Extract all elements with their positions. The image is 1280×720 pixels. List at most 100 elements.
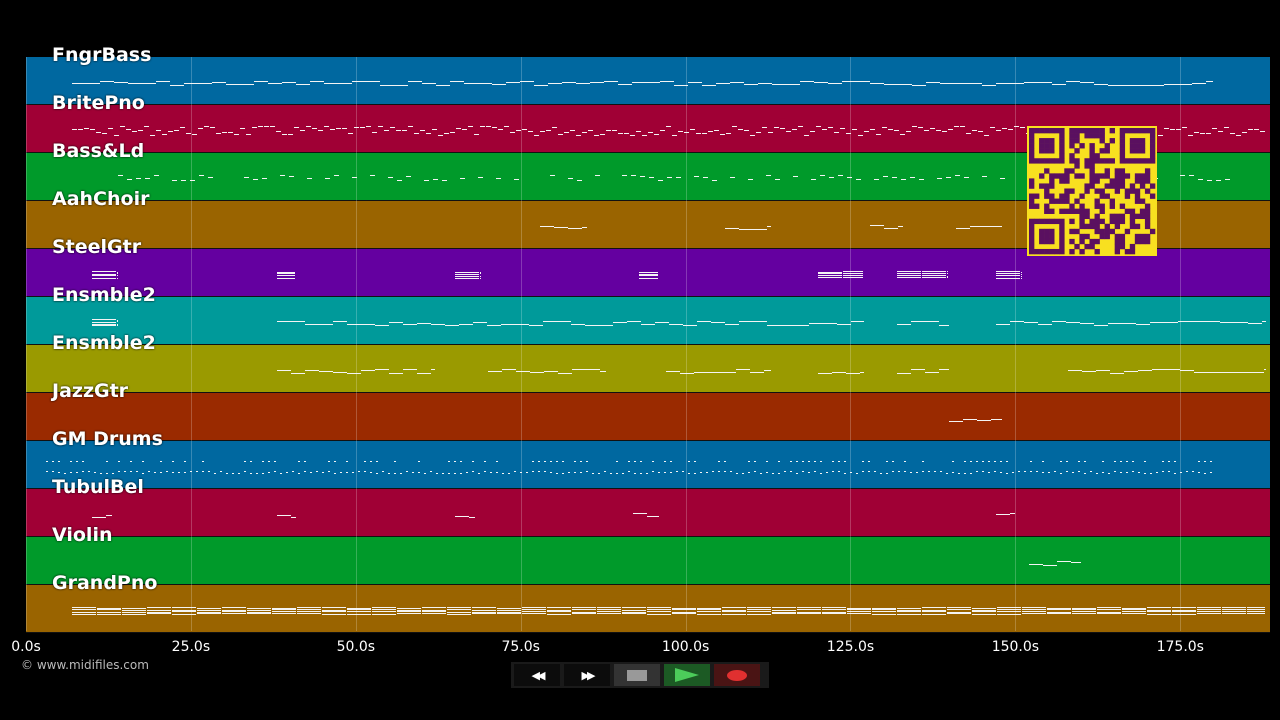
note — [372, 614, 397, 615]
note — [122, 614, 147, 615]
note — [753, 229, 768, 230]
note — [270, 126, 276, 127]
note — [822, 612, 847, 613]
note — [534, 85, 549, 86]
track-label: AahChoir — [52, 188, 150, 210]
note — [885, 461, 888, 462]
note — [1070, 562, 1082, 563]
note — [716, 83, 731, 84]
note — [138, 130, 144, 131]
note — [842, 273, 863, 274]
note — [759, 473, 762, 474]
note — [303, 461, 306, 462]
note — [896, 275, 921, 276]
note — [783, 471, 786, 472]
note — [324, 83, 339, 84]
note — [1072, 608, 1097, 609]
note — [222, 610, 247, 611]
note — [150, 135, 156, 136]
note — [354, 127, 360, 128]
note — [982, 176, 988, 177]
note — [91, 271, 116, 272]
note — [57, 472, 60, 473]
note — [615, 461, 618, 462]
note — [147, 613, 172, 614]
note — [243, 461, 246, 462]
note — [422, 613, 447, 614]
note — [300, 130, 306, 131]
note — [1197, 461, 1200, 462]
note — [753, 461, 756, 462]
note — [72, 612, 97, 613]
note — [1010, 83, 1025, 84]
note — [330, 129, 336, 130]
note — [1068, 370, 1083, 371]
note — [874, 179, 880, 180]
fast-forward-button[interactable]: ▶▶ — [564, 664, 610, 686]
note — [922, 611, 947, 612]
note — [810, 131, 816, 132]
note — [348, 133, 354, 134]
note — [597, 611, 622, 612]
note — [548, 83, 563, 84]
note — [72, 129, 78, 130]
track-label: JazzGtr — [52, 380, 129, 402]
note — [995, 273, 1020, 274]
note — [471, 461, 474, 462]
note — [600, 134, 606, 135]
track-lane — [26, 537, 1270, 585]
note — [460, 178, 466, 179]
note — [798, 126, 804, 127]
note — [828, 83, 843, 84]
note — [228, 132, 234, 133]
note — [312, 128, 318, 129]
note — [789, 471, 792, 472]
note — [210, 127, 216, 128]
note — [738, 129, 744, 130]
time-tick-label: 50.0s — [336, 639, 376, 655]
grid-line — [1015, 57, 1017, 631]
note — [975, 461, 978, 462]
note — [87, 471, 90, 472]
record-button[interactable] — [714, 664, 760, 686]
note — [930, 128, 936, 129]
note — [697, 608, 722, 609]
note — [801, 471, 804, 472]
rewind-button[interactable]: ◀◀ — [514, 664, 560, 686]
note — [500, 324, 515, 325]
grid-line — [520, 57, 522, 631]
note — [572, 612, 597, 613]
note — [282, 82, 297, 83]
note — [116, 273, 118, 274]
note — [674, 85, 689, 86]
note — [684, 132, 690, 133]
track-label: Ensmble2 — [52, 284, 156, 306]
note — [903, 461, 906, 462]
note — [861, 461, 864, 462]
grid-line — [685, 57, 687, 631]
note — [849, 472, 852, 473]
note — [315, 471, 318, 472]
note — [651, 471, 654, 472]
note — [554, 227, 569, 228]
note — [380, 85, 395, 86]
note — [1096, 370, 1111, 371]
note — [1022, 613, 1047, 614]
note — [758, 83, 773, 84]
note — [1192, 83, 1207, 84]
stop-button[interactable] — [614, 664, 660, 686]
note — [946, 177, 952, 178]
note — [1002, 128, 1008, 129]
note — [1124, 371, 1139, 372]
note — [297, 609, 322, 610]
note — [450, 132, 456, 133]
note — [388, 322, 403, 323]
note — [940, 83, 955, 84]
note — [408, 126, 414, 127]
note — [1222, 609, 1247, 610]
track-label: SteelGtr — [52, 236, 142, 258]
fast-forward-icon: ▶▶ — [581, 668, 596, 682]
note — [1122, 608, 1147, 609]
note — [883, 176, 889, 177]
play-button[interactable] — [664, 664, 710, 686]
